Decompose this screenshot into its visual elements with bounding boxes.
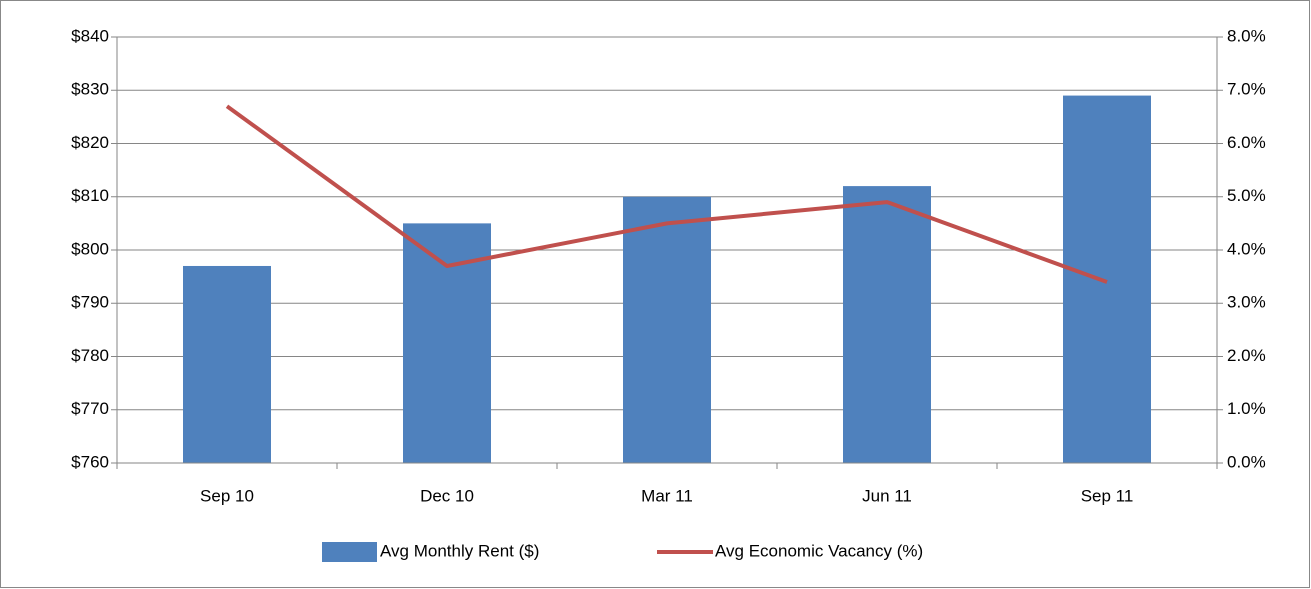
y-tick-label: $840 <box>71 26 109 45</box>
legend-label: Avg Economic Vacancy (%) <box>715 541 923 560</box>
legend-label: Avg Monthly Rent ($) <box>380 541 539 560</box>
y2-tick-label: 4.0% <box>1227 239 1266 258</box>
y-tick-label: $760 <box>71 452 109 471</box>
y2-tick-label: 7.0% <box>1227 80 1266 99</box>
y2-tick-label: 1.0% <box>1227 399 1266 418</box>
y2-tick-label: 8.0% <box>1227 26 1266 45</box>
line <box>225 104 1108 284</box>
y-tick-label: $830 <box>71 80 109 99</box>
legend-swatch <box>322 542 377 562</box>
y-tick-label: $820 <box>71 133 109 152</box>
x-tick-label: Sep 10 <box>200 486 254 505</box>
x-tick-label: Dec 10 <box>420 486 474 505</box>
bar <box>623 196 711 463</box>
y2-tick-label: 3.0% <box>1227 293 1266 312</box>
bar <box>1063 95 1151 463</box>
y-tick-label: $770 <box>71 399 109 418</box>
y2-tick-label: 0.0% <box>1227 452 1266 471</box>
bar <box>183 265 271 463</box>
y2-tick-label: 5.0% <box>1227 186 1266 205</box>
y2-tick-label: 6.0% <box>1227 133 1266 152</box>
x-tick-label: Sep 11 <box>1081 486 1134 505</box>
bar <box>843 186 931 463</box>
y-tick-label: $810 <box>71 186 109 205</box>
x-tick-label: Jun 11 <box>862 486 912 505</box>
bar <box>403 223 491 463</box>
y-tick-label: $800 <box>71 239 109 258</box>
y-tick-label: $780 <box>71 346 109 365</box>
x-tick-label: Mar 11 <box>641 486 693 505</box>
y-tick-label: $790 <box>71 293 109 312</box>
y2-tick-label: 2.0% <box>1227 346 1266 365</box>
